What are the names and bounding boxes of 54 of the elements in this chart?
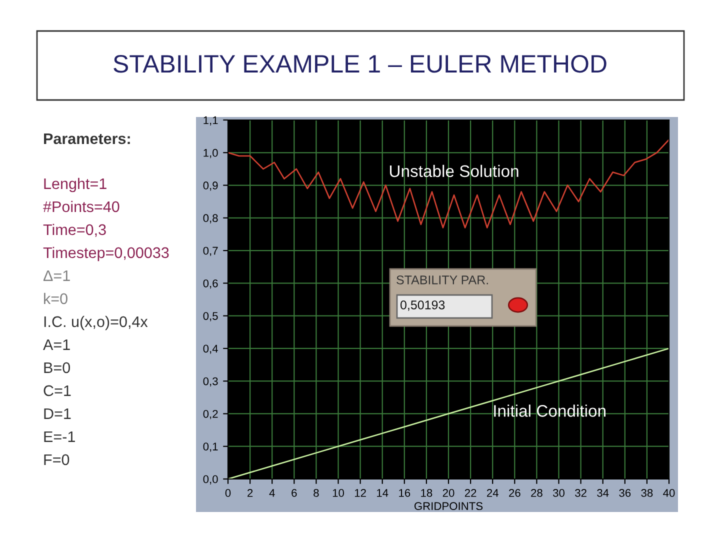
x-tick-label: 38 [641,489,653,497]
text: A=1 [43,339,70,350]
x-tick-label: 6 [292,489,297,497]
text: #Points=40 [43,200,120,212]
x-tick-label: 4 [269,489,275,497]
y-tick-label: 1,0 [204,148,218,158]
series-label: Initial Condition [494,404,606,417]
y-tick-label: 0,1 [203,442,218,452]
y-tick-label: 0,5 [203,312,218,322]
series-label: Unstable Solution [390,164,518,178]
x-tick-label: 30 [552,489,564,497]
x-tick-label: 20 [442,489,454,497]
x-axis-title: GRIDPOINTS [414,502,483,510]
x-tick-label: 22 [464,489,476,497]
text: Δ=1 [43,270,70,281]
text: k=0 [44,292,68,304]
text: Lenght=1 [44,178,106,192]
x-tick-label: 24 [486,489,498,497]
y-tick-label: 0,0 [203,475,218,484]
text: F=0 [44,454,70,466]
x-tick-label: 32 [575,489,586,497]
annotation: STABILITY PAR. [396,276,488,284]
x-tick-label: 26 [509,489,520,497]
x-tick-label: 12 [354,489,366,497]
x-tick-label: 14 [377,489,388,497]
text: E=-1 [44,431,75,442]
y-tick-label: 0,7 [203,246,218,256]
x-tick-label: 36 [619,489,631,497]
x-tick-label: 34 [597,489,609,497]
line-series [228,138,669,228]
x-tick-label: 28 [531,489,542,497]
x-tick-label: 10 [332,489,344,497]
x-tick-label: 18 [421,489,432,497]
text: Time=0,3 [43,224,106,237]
y-tick-label: 0,2 [203,410,218,420]
y-tick-label: 0,4 [203,344,218,354]
y-tick-label: 0,3 [203,377,218,387]
text: Timestep=0,00033 [43,246,169,262]
x-tick-label: 0 [225,489,231,497]
x-tick-label: 8 [314,489,319,497]
y-tick-label: 1,1 [204,116,218,126]
x-tick-label: 2 [248,489,253,497]
y-tick-label: 0,6 [203,279,218,289]
text: I.C. u(x,o)=0,4x [44,316,148,330]
x-tick-label: 16 [399,489,410,497]
text: C=1 [44,385,71,396]
x-tick-label: 40 [663,489,675,497]
text: Parameters: [44,133,130,144]
y-tick-label: 0,9 [203,182,218,191]
text: B=0 [44,362,70,374]
text: D=1 [44,408,71,419]
annotation: 0,50193 [400,300,445,311]
chart-title: STABILITY EXAMPLE 1 – EULER METHOD [114,55,606,73]
y-tick-label: 0,8 [203,214,218,224]
